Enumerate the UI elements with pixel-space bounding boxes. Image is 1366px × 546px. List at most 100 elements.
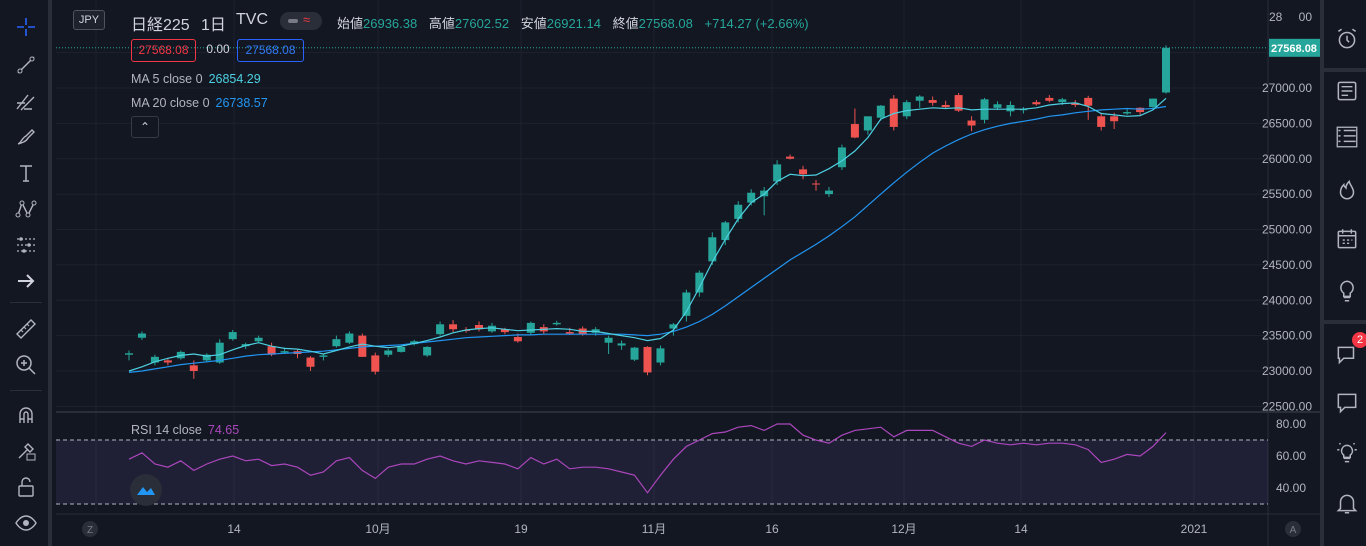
candle-body [734,204,743,219]
high-label: 高値 [428,16,455,31]
calendar-icon[interactable] [1330,222,1364,256]
trend-line-icon[interactable] [8,50,44,80]
currency-button[interactable]: JPY [73,10,105,30]
timezone-button-label: Z [87,525,93,536]
time-tick-label: 19 [514,522,528,536]
hotlist-fire-icon[interactable] [1330,172,1364,206]
ma5-line [128,97,1167,372]
candle-body [812,183,821,185]
candle-body [280,351,289,353]
candle-body [1162,47,1170,93]
text-tool-icon[interactable] [8,158,44,188]
ma20-label: MA 20 close 0 [131,96,210,110]
open-value: 26936.38 [363,16,418,31]
high-value: 27602.52 [454,16,510,31]
candle-body [682,292,691,316]
candle-body [1045,97,1054,101]
price-tick-label: 27000.00 [1262,81,1312,95]
auto-scale-button [1285,521,1301,537]
fib-tools-icon[interactable] [8,86,44,116]
magnet-icon[interactable] [8,400,44,430]
rsi-legend[interactable]: RSI 14 close 74.65 [131,423,239,437]
ma20-legend[interactable]: MA 20 close 0 26738.57 [131,96,268,110]
candle-body [449,324,458,330]
candle-body [850,124,859,138]
candle-body [319,355,328,357]
time-tick-label: 14 [227,522,241,536]
pattern-icon[interactable] [8,194,44,224]
candle-body [967,120,976,126]
candle-body [137,333,146,338]
ma5-legend[interactable]: MA 5 close 0 26854.29 [131,72,261,86]
candle-body [786,156,795,159]
candle-body [656,348,665,363]
low-value: 26921.14 [546,16,601,31]
auto-scale-button-label: A [1290,525,1297,536]
candle-body [358,335,367,357]
symbol-name[interactable]: 日経225 [131,17,190,34]
candle-body [824,190,833,195]
price-tick-label: 23500.00 [1262,329,1312,343]
candle-body [397,346,406,352]
ruler-icon[interactable] [8,314,44,344]
open-label: 始値 [337,16,364,31]
time-tick-label: 16 [765,522,779,536]
forecast-icon[interactable] [8,230,44,260]
tradingview-logo-icon[interactable] [130,474,162,506]
live-data-icon: ≈ [303,12,311,27]
news-icon[interactable] [1330,74,1364,108]
candle-body [863,116,872,131]
candle-body [954,95,963,111]
interval-label[interactable]: 1日 [201,17,226,34]
chart-canvas[interactable]: 27000.00 26500.00 26000.00 25500.00 25000.00… [56,0,1320,546]
candle-body [669,324,678,329]
spread-value: 0.00 [206,42,230,56]
price-tick-label: 25500.00 [1262,187,1312,201]
candle-body [1084,97,1093,106]
alarm-clock-icon[interactable] [1330,22,1364,56]
price-tick-label: 24500.00 [1262,258,1312,272]
market-status-pill[interactable]: ≈ [280,12,322,30]
rsi-tick-label: 40.00 [1276,481,1306,495]
price-tick-label: 22500.00 [1262,399,1312,413]
collapse-legend-button[interactable]: ⌃ [131,116,159,138]
messages-icon[interactable] [1330,386,1364,420]
arrow-icon[interactable] [8,266,44,296]
chart-area[interactable]: 27000.00 26500.00 26000.00 25500.00 25000.00… [56,0,1320,546]
ma20-line [128,105,1167,373]
rsi-label: RSI 14 close [131,423,202,437]
candle-body [150,356,159,363]
unlock-icon[interactable] [8,472,44,502]
close-label: 終値 [612,16,639,31]
notifications-bell-icon[interactable] [1330,486,1364,520]
lock-drawings-icon[interactable] [8,436,44,466]
chat-icon[interactable]: 2 [1330,332,1366,372]
crosshair-icon[interactable] [8,12,44,42]
candle-body [384,350,393,355]
brush-icon[interactable] [8,122,44,152]
eye-icon[interactable] [8,508,44,538]
ideas-lightbulb-icon[interactable] [1330,274,1364,308]
zoom-in-icon[interactable] [8,350,44,380]
candle-body [721,222,730,241]
candle-body [708,237,717,262]
candle-body [876,105,885,118]
sell-price-box[interactable]: 27568.08 [131,39,196,62]
ma20-value: 26738.57 [215,96,268,110]
candle-body [1149,98,1158,108]
buy-price-box[interactable]: 27568.08 [237,39,304,62]
candle-body [915,96,924,101]
candle-body [487,325,496,332]
broadcast-bulb-icon[interactable] [1330,436,1364,470]
candle-body [1123,112,1132,114]
candle-body [267,346,276,355]
candle-body [902,102,911,117]
price-tick-label: 25000.00 [1262,223,1312,237]
watchlist-icon[interactable] [1330,120,1364,154]
candle-body [1136,107,1145,113]
toolbar-separator [1324,320,1366,324]
current-price-tag [1269,38,1320,57]
change-value: +714.27 (+2.66%) [704,16,809,31]
candle-body [1006,104,1015,112]
price-tick-label: 26500.00 [1262,116,1312,130]
